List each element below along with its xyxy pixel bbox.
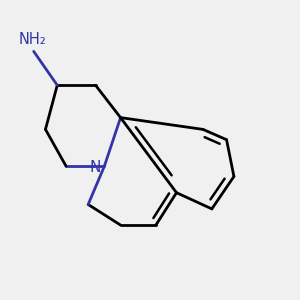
Text: NH₂: NH₂ [18, 32, 46, 47]
Text: N: N [90, 160, 101, 175]
